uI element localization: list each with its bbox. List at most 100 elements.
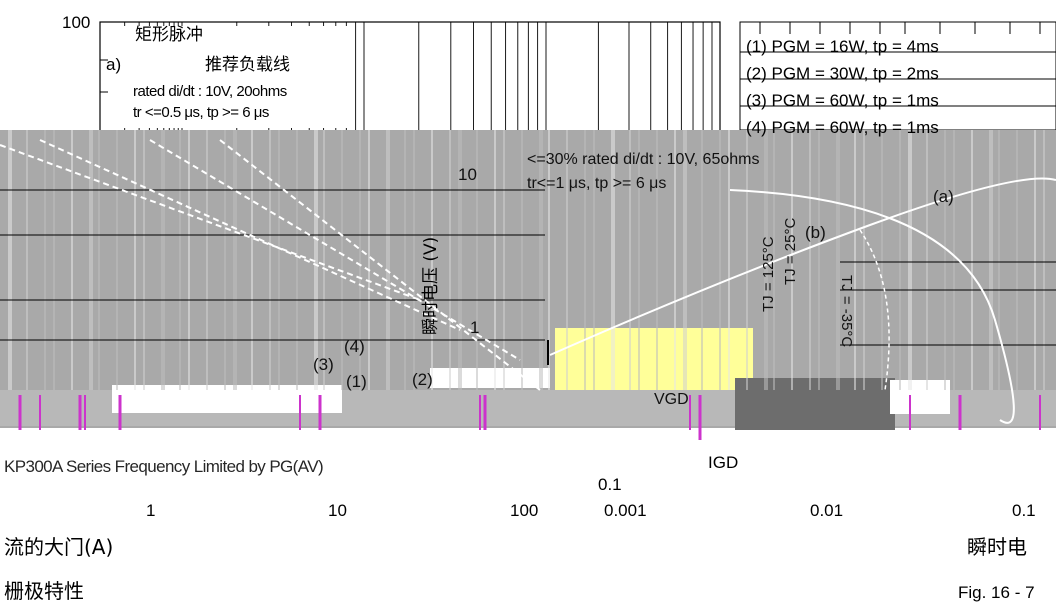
right-y-axis-label: 瞬时电压 (V) (421, 237, 441, 335)
load-line-curves (0, 139, 541, 391)
load-line (0, 144, 421, 301)
legend-item-1: (1) PGM = 16W, tp = 4ms (746, 37, 939, 56)
y-tick-100: 100 (62, 13, 90, 32)
legend-box (739, 21, 1056, 131)
overlay-stripe (656, 130, 658, 390)
overlay-stripe (179, 130, 181, 390)
curve-label-1: (1) (346, 372, 367, 391)
legend-item-4: (4) PGM = 60W, tp = 1ms (746, 118, 939, 137)
overlay-stripe (323, 130, 325, 390)
overlay-stripes (0, 130, 1056, 390)
overlay-stripe (224, 130, 226, 390)
temp-label-minus35: TJ = -35°C (838, 275, 855, 347)
overlay-stripe (809, 130, 811, 390)
overlay-stripe (674, 130, 676, 390)
overlay-stripe (539, 130, 543, 390)
overlay-stripe (881, 130, 883, 390)
white-gap-bottom-mid (700, 430, 1000, 444)
dark-block (735, 378, 895, 430)
overlay-stripe (836, 130, 840, 390)
chart-subtitle: 推荐负载线 (205, 55, 290, 75)
right-y-tick-0.1: 0.1 (598, 475, 622, 494)
overlay-stripe (494, 130, 496, 390)
right-chart-curves (547, 177, 1056, 440)
curve-label-4: (4) (344, 337, 365, 356)
load-line (219, 139, 541, 391)
overlay-stripe (413, 130, 415, 390)
overlay-stripe (926, 130, 928, 390)
pink-tick-marks (18, 395, 1041, 430)
right-x-tick-0.001: 0.001 (604, 501, 647, 520)
overlay-stripe (953, 130, 955, 390)
overlay-stripe (593, 130, 595, 390)
white-gap-left (112, 385, 342, 413)
overlay-stripe (188, 130, 190, 390)
overlay-stripe (899, 130, 901, 390)
overlay-stripe (206, 130, 208, 390)
overlay-stripe (89, 130, 93, 390)
temp-label-25: TJ = 25°C (782, 218, 799, 285)
overlay-stripe (1043, 130, 1045, 390)
curve-label-b: (b) (805, 223, 826, 242)
overlay-stripe (971, 130, 973, 390)
overlay-stripe (1034, 130, 1036, 390)
overlay-stripe (908, 130, 912, 390)
right-caption: Fig. 16 - 7 (958, 583, 1035, 602)
overlay-stripe (44, 130, 46, 390)
overlay-stripe (161, 130, 165, 390)
overlay-stripe (476, 130, 478, 390)
overlay-stripe (701, 130, 703, 390)
overlay-stripe (548, 130, 550, 390)
footer-kp300a: KP300A Series Frequency Limited by PG(AV… (4, 457, 323, 476)
overlay-stripe (368, 130, 370, 390)
overlay-stripe (998, 130, 1000, 390)
overlay-stripe (629, 130, 631, 390)
overlay-stripe (431, 130, 433, 390)
annotation-didt: rated di/dt : 10V, 20ohms (133, 83, 287, 100)
overlay-stripe (134, 130, 136, 390)
left-x-axis-label: 流的大门(A) (4, 535, 113, 559)
overlay-stripe (359, 130, 361, 390)
right-x-tick-0.1: 0.1 (1012, 501, 1036, 520)
grey-overlay (0, 130, 1056, 444)
overlay-stripe (341, 130, 343, 390)
text-mask (104, 26, 354, 128)
region-label-igd: IGD (708, 453, 738, 472)
left-caption: 栅极特性 (4, 579, 84, 603)
curve-label-2: (2) (412, 370, 433, 389)
overlay-stripe (458, 130, 462, 390)
overlay-stripe (764, 130, 768, 390)
temp-label-125: TJ = 125°C (760, 236, 777, 312)
left-chart-top (99, 21, 1056, 134)
overlay-stripe (143, 130, 145, 390)
boundary-curve (729, 189, 1015, 424)
curve-label-3: (3) (313, 355, 334, 374)
overlay-stripe (719, 130, 721, 390)
overlay-stripe (8, 130, 12, 390)
annotation-tr: tr <=0.5 μs, tp >= 6 μs (133, 104, 269, 121)
overlay-stripe (584, 130, 586, 390)
overlay-stripe (521, 130, 523, 390)
right-x-tick-0.01: 0.01 (810, 501, 843, 520)
left-chart-grid (99, 22, 713, 132)
overlay-stripe (251, 130, 253, 390)
overlay-stripe (944, 130, 946, 390)
overlay-stripe (449, 130, 451, 390)
overlay-stripe (53, 130, 55, 390)
curve-label-a: (a) (933, 187, 954, 206)
right-y-tick-1: 1 (470, 318, 479, 337)
legend-item-2: (2) PGM = 30W, tp = 2ms (746, 64, 939, 83)
x-tick-100: 100 (510, 501, 538, 520)
legend-item-3: (3) PGM = 60W, tp = 1ms (746, 91, 939, 110)
overlay-stripe (116, 130, 118, 390)
right-annotation-didt: <=30% rated di/dt : 10V, 65ohms (527, 151, 759, 168)
overlay-stripe (683, 130, 687, 390)
overlay-stripe (854, 130, 856, 390)
overlay-stripe (989, 130, 993, 390)
overlay-stripe (611, 130, 615, 390)
overlay-stripe (818, 130, 820, 390)
overlay-stripe (791, 130, 793, 390)
overlay-stripe (26, 130, 28, 390)
gate-curve (549, 177, 1056, 356)
